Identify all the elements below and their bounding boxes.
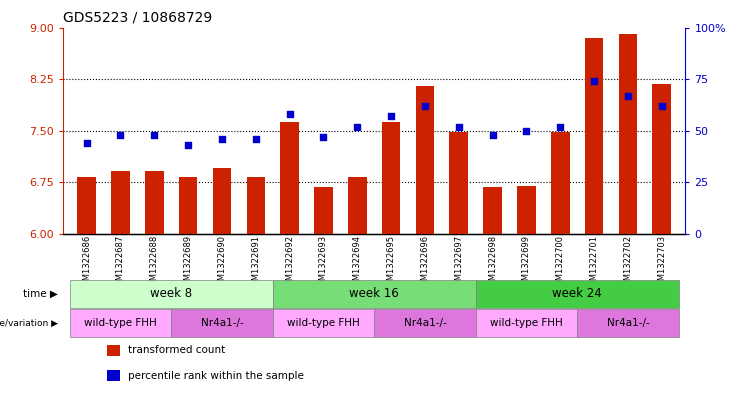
Text: GSM1322687: GSM1322687: [116, 235, 125, 291]
Text: GSM1322689: GSM1322689: [184, 235, 193, 291]
Bar: [280, 122, 299, 234]
Text: wild-type FHH: wild-type FHH: [490, 318, 563, 328]
Text: GSM1322703: GSM1322703: [657, 235, 666, 291]
Text: GSM1322696: GSM1322696: [420, 235, 430, 291]
Point: [81, 140, 93, 146]
Bar: [107, 345, 120, 356]
Text: GSM1322699: GSM1322699: [522, 235, 531, 291]
Point: [656, 103, 668, 109]
Bar: [551, 132, 570, 234]
Bar: [348, 177, 367, 234]
Point: [351, 123, 363, 130]
Bar: [107, 370, 120, 381]
Bar: [585, 38, 603, 234]
Bar: [382, 123, 400, 234]
Text: Nr4a1-/-: Nr4a1-/-: [404, 318, 446, 328]
Bar: [476, 309, 577, 337]
Bar: [111, 171, 130, 234]
Point: [182, 142, 194, 148]
Text: GSM1322694: GSM1322694: [353, 235, 362, 291]
Text: GSM1322692: GSM1322692: [285, 235, 294, 291]
Point: [216, 136, 228, 142]
Bar: [374, 309, 476, 337]
Bar: [450, 132, 468, 234]
Bar: [577, 309, 679, 337]
Bar: [273, 309, 374, 337]
Point: [453, 123, 465, 130]
Bar: [145, 171, 164, 234]
Text: GSM1322695: GSM1322695: [387, 235, 396, 291]
Point: [520, 128, 532, 134]
Text: week 8: week 8: [150, 287, 193, 300]
Bar: [213, 169, 231, 234]
Point: [622, 92, 634, 99]
Text: GSM1322688: GSM1322688: [150, 235, 159, 291]
Bar: [652, 84, 671, 234]
Bar: [619, 34, 637, 234]
Text: wild-type FHH: wild-type FHH: [84, 318, 157, 328]
Point: [148, 132, 160, 138]
Text: Nr4a1-/-: Nr4a1-/-: [607, 318, 649, 328]
Bar: [171, 309, 273, 337]
Text: GSM1322690: GSM1322690: [217, 235, 227, 291]
Point: [115, 132, 127, 138]
Point: [588, 78, 600, 84]
Text: GSM1322693: GSM1322693: [319, 235, 328, 291]
Text: percentile rank within the sample: percentile rank within the sample: [128, 371, 305, 381]
Text: GSM1322700: GSM1322700: [556, 235, 565, 291]
Text: GSM1322701: GSM1322701: [590, 235, 599, 291]
Text: genotype/variation ▶: genotype/variation ▶: [0, 319, 58, 328]
Bar: [314, 187, 333, 234]
Text: GSM1322697: GSM1322697: [454, 235, 463, 291]
Text: GSM1322686: GSM1322686: [82, 235, 91, 291]
Point: [385, 113, 397, 119]
Bar: [70, 309, 171, 337]
Bar: [476, 280, 679, 308]
Point: [318, 134, 330, 140]
Bar: [483, 187, 502, 234]
Text: Nr4a1-/-: Nr4a1-/-: [201, 318, 243, 328]
Text: time ▶: time ▶: [23, 289, 58, 299]
Text: wild-type FHH: wild-type FHH: [287, 318, 360, 328]
Point: [554, 123, 566, 130]
Bar: [179, 178, 197, 234]
Text: week 24: week 24: [552, 287, 602, 300]
Text: week 16: week 16: [349, 287, 399, 300]
Bar: [77, 177, 96, 234]
Point: [250, 136, 262, 142]
Bar: [273, 280, 476, 308]
Bar: [416, 86, 434, 234]
Text: GDS5223 / 10868729: GDS5223 / 10868729: [63, 11, 212, 25]
Point: [419, 103, 431, 109]
Bar: [517, 186, 536, 234]
Text: GSM1322702: GSM1322702: [623, 235, 632, 291]
Bar: [247, 177, 265, 234]
Point: [284, 111, 296, 117]
Text: GSM1322698: GSM1322698: [488, 235, 497, 291]
Text: transformed count: transformed count: [128, 345, 225, 355]
Point: [487, 132, 499, 138]
Text: GSM1322691: GSM1322691: [251, 235, 260, 291]
Bar: [70, 280, 273, 308]
